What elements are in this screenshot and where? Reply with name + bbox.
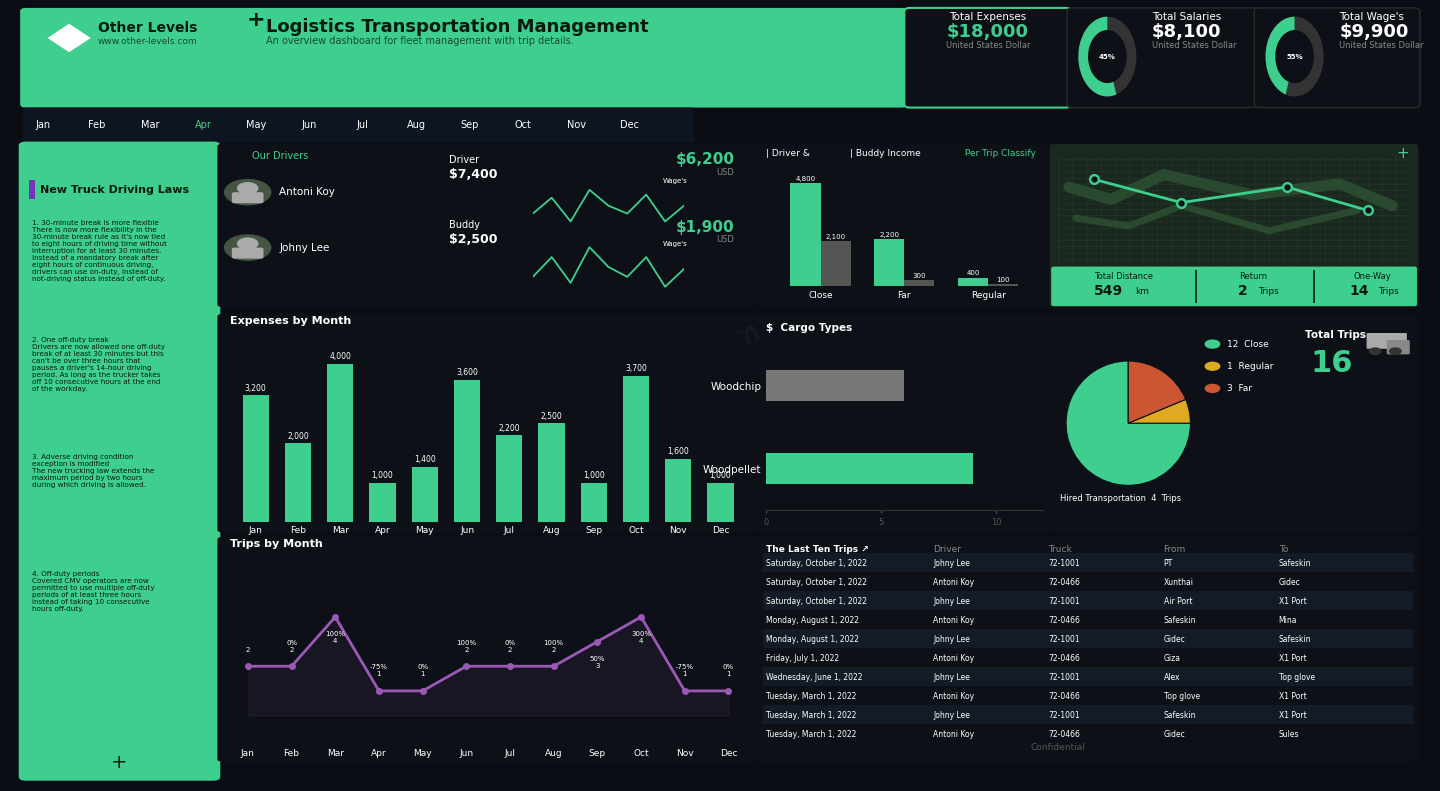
Text: 1,000: 1,000 — [372, 471, 393, 480]
Text: $8,100: $8,100 — [1152, 23, 1221, 40]
Text: Jun: Jun — [302, 120, 317, 130]
Text: 100%
4: 100% 4 — [325, 631, 346, 644]
Text: Apr: Apr — [194, 120, 212, 130]
Text: Antoni Koy: Antoni Koy — [279, 187, 336, 197]
Bar — [763, 667, 1413, 686]
Text: United States Dollar: United States Dollar — [1339, 41, 1424, 51]
Bar — [763, 705, 1413, 724]
FancyBboxPatch shape — [756, 537, 1418, 762]
Text: 1  Regular: 1 Regular — [1227, 361, 1273, 371]
FancyBboxPatch shape — [232, 192, 264, 203]
FancyBboxPatch shape — [1254, 8, 1420, 108]
FancyBboxPatch shape — [217, 537, 759, 762]
Bar — [763, 591, 1413, 610]
Text: Return: Return — [1238, 272, 1267, 282]
FancyBboxPatch shape — [217, 314, 759, 532]
Text: Top glove: Top glove — [1279, 672, 1315, 682]
Text: Trips: Trips — [1259, 286, 1279, 296]
FancyBboxPatch shape — [756, 314, 1053, 532]
Text: Wednesday, June 1, 2022: Wednesday, June 1, 2022 — [766, 672, 863, 682]
Text: 1,000: 1,000 — [583, 471, 605, 480]
Text: $18,000: $18,000 — [948, 23, 1028, 40]
Text: 45%: 45% — [1099, 54, 1116, 59]
Text: 2,200: 2,200 — [880, 232, 899, 237]
Text: $9,900: $9,900 — [1339, 23, 1408, 40]
Text: 3,200: 3,200 — [245, 384, 266, 393]
Text: PT: PT — [1164, 558, 1172, 568]
Text: Other Levels: Other Levels — [98, 21, 197, 35]
Wedge shape — [1266, 17, 1295, 94]
Text: Safeskin: Safeskin — [1164, 710, 1197, 720]
Bar — [580, 483, 606, 522]
Text: Buddy: Buddy — [449, 221, 481, 230]
Text: Air Port: Air Port — [1164, 596, 1192, 606]
Text: Wage's: Wage's — [662, 178, 688, 184]
Bar — [763, 629, 1413, 648]
Text: 2: 2 — [1238, 284, 1247, 298]
Text: 72-0466: 72-0466 — [1048, 615, 1080, 625]
Text: Per Trip Classify: Per Trip Classify — [962, 149, 1035, 158]
Text: +: + — [111, 753, 128, 772]
Bar — [1313, 270, 1315, 303]
Circle shape — [225, 235, 271, 260]
Text: Saturday, October 1, 2022: Saturday, October 1, 2022 — [766, 577, 867, 587]
Text: 72-1001: 72-1001 — [1048, 634, 1080, 644]
Text: New Truck Driving Laws: New Truck Driving Laws — [40, 185, 190, 195]
Bar — [763, 686, 1413, 705]
Text: 549: 549 — [1094, 284, 1123, 298]
Text: Tuesday, March 1, 2022: Tuesday, March 1, 2022 — [766, 729, 857, 739]
FancyBboxPatch shape — [756, 144, 1053, 307]
Text: Johny Lee: Johny Lee — [933, 710, 971, 720]
FancyBboxPatch shape — [1050, 144, 1418, 307]
Text: Sep: Sep — [461, 120, 478, 130]
Bar — [665, 459, 691, 522]
Text: 55%: 55% — [1286, 54, 1303, 59]
Bar — [766, 453, 973, 484]
Text: Antoni Koy: Antoni Koy — [933, 653, 975, 663]
Text: Oct: Oct — [514, 120, 531, 130]
Text: Hired Transportation  4  Trips: Hired Transportation 4 Trips — [1060, 494, 1181, 503]
Text: Antoni Koy: Antoni Koy — [933, 577, 975, 587]
Text: Driver: Driver — [449, 155, 480, 165]
Text: Logistics Transportation Management: Logistics Transportation Management — [266, 18, 649, 36]
Text: Johny Lee: Johny Lee — [933, 558, 971, 568]
Text: 72-0466: 72-0466 — [1048, 577, 1080, 587]
Text: USD: USD — [717, 235, 734, 244]
Text: 400: 400 — [966, 271, 979, 276]
Text: $2,500: $2,500 — [449, 233, 498, 246]
Text: km: km — [1135, 286, 1149, 296]
Text: 4. Off-duty periods
Covered CMV operators are now
permitted to use multiple off-: 4. Off-duty periods Covered CMV operator… — [32, 571, 154, 612]
Text: Dec: Dec — [619, 120, 639, 130]
Text: -75%
1: -75% 1 — [675, 664, 694, 677]
Text: www.other-levels.com: www.other-levels.com — [98, 36, 197, 46]
Text: Expenses by Month: Expenses by Month — [230, 316, 351, 326]
Text: Saturday, October 1, 2022: Saturday, October 1, 2022 — [766, 558, 867, 568]
Text: Safeskin: Safeskin — [1164, 615, 1197, 625]
Text: 1,000: 1,000 — [710, 471, 732, 480]
Text: Feb: Feb — [88, 120, 105, 130]
Wedge shape — [1079, 17, 1116, 97]
Bar — [904, 280, 935, 286]
Text: Xunthai: Xunthai — [1164, 577, 1194, 587]
Text: 72-0466: 72-0466 — [1048, 691, 1080, 701]
Text: 72-1001: 72-1001 — [1048, 710, 1080, 720]
Text: 100%
2: 100% 2 — [456, 640, 477, 653]
Text: Total Distance: Total Distance — [1094, 272, 1152, 282]
Text: An overview dashboard for fleet management with trip details.: An overview dashboard for fleet manageme… — [266, 36, 575, 46]
Bar — [454, 380, 480, 522]
Text: Gidec: Gidec — [1164, 634, 1185, 644]
FancyBboxPatch shape — [217, 144, 439, 307]
Bar — [988, 284, 1018, 286]
Text: Confidential: Confidential — [1031, 743, 1086, 752]
Text: 0%
2: 0% 2 — [504, 640, 516, 653]
Text: Antoni Koy: Antoni Koy — [933, 691, 975, 701]
Bar — [707, 483, 733, 522]
Wedge shape — [1066, 361, 1191, 486]
Text: Monday, August 1, 2022: Monday, August 1, 2022 — [766, 634, 860, 644]
Text: +: + — [1397, 146, 1408, 161]
Circle shape — [238, 238, 258, 249]
Text: Mar: Mar — [141, 120, 158, 130]
Bar — [539, 423, 564, 522]
Circle shape — [1205, 384, 1220, 392]
